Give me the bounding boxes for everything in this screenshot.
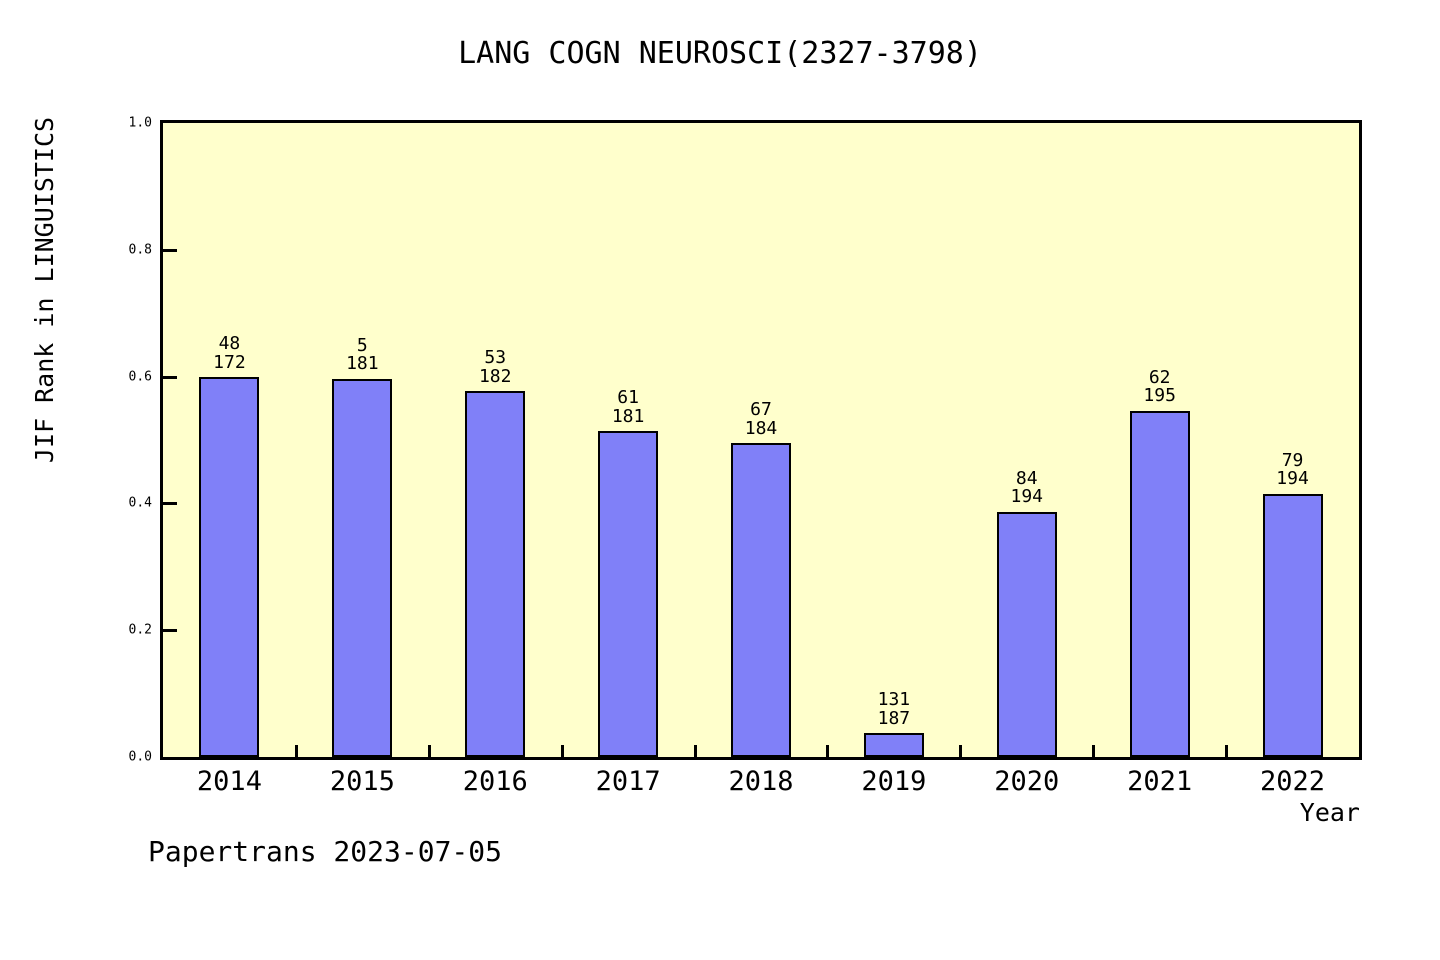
bar[interactable]: [863, 733, 924, 757]
x-tick-mark: [1225, 745, 1229, 757]
bar-total-value: 194: [1276, 468, 1309, 490]
y-tick-label: 0.6: [128, 369, 152, 385]
x-tick-mark: [560, 745, 564, 757]
y-tick-mark: [163, 629, 177, 633]
y-tick-mark: [163, 502, 177, 506]
y-tick-label: 0.2: [128, 622, 152, 638]
x-tick-label: 2018: [728, 766, 794, 797]
bar-rank-value: 79: [1281, 449, 1304, 471]
footer-note: Papertrans 2023-07-05: [148, 835, 503, 868]
bar-value-label: 5 181: [292, 334, 432, 375]
y-axis-label: JIF Rank in LINGUISTICS: [30, 116, 59, 464]
bar-rank-value: 131: [877, 689, 911, 711]
x-tick-mark: [1092, 745, 1096, 757]
bar-rank-value: 84: [1015, 467, 1038, 489]
y-tick-label: 0.0: [128, 749, 152, 765]
bar-total-value: 187: [877, 707, 911, 729]
bar[interactable]: [199, 377, 260, 757]
plot-inner: [163, 123, 1359, 757]
y-tick-mark: [163, 375, 177, 379]
chart-title: LANG COGN NEUROSCI(2327-3798): [458, 36, 982, 71]
x-tick-label: 2022: [1260, 766, 1326, 797]
x-tick-label: 2014: [196, 766, 262, 797]
bar[interactable]: [465, 391, 526, 757]
bar-total-value: 195: [1143, 385, 1176, 407]
x-tick-label: 2020: [994, 766, 1060, 797]
bar-value-label: 61 181: [558, 387, 698, 427]
x-tick-label: 2021: [1127, 766, 1193, 797]
bar-total-value: 181: [346, 353, 379, 375]
y-tick-mark: [163, 248, 177, 252]
bar[interactable]: [996, 511, 1057, 757]
y-tick-label: 1.0: [128, 115, 152, 131]
bar-value-label: 79 194: [1223, 449, 1363, 490]
bar-value-label: 84 194: [957, 467, 1097, 508]
x-tick-label: 2015: [329, 766, 395, 797]
x-tick-mark: [693, 745, 697, 757]
x-tick-label: 2016: [462, 766, 528, 797]
bar-rank-value: 48: [218, 333, 241, 355]
bar[interactable]: [1129, 410, 1190, 757]
x-axis-label: Year: [1299, 798, 1360, 827]
bar[interactable]: [598, 431, 659, 757]
x-tick-mark: [959, 745, 963, 757]
x-tick-label: 2017: [595, 766, 661, 797]
bar[interactable]: [731, 443, 791, 757]
bar-rank-value: 62: [1148, 366, 1171, 388]
bar-rank-value: 61: [617, 387, 639, 409]
y-tick-label: 0.8: [128, 242, 152, 258]
bar-rank-value: 53: [484, 347, 507, 369]
bar-value-label: 62 195: [1090, 366, 1230, 407]
bar-rank-value: 5: [356, 334, 368, 356]
x-tick-mark: [294, 745, 298, 757]
plot-area: [160, 120, 1362, 760]
bar-value-label: 53 182: [425, 347, 565, 387]
x-tick-mark: [427, 745, 431, 757]
bar-total-value: 172: [213, 351, 246, 373]
y-tick-label: 0.4: [128, 495, 152, 511]
bar-value-label: 131 187: [824, 689, 964, 729]
x-tick-label: 2019: [861, 766, 927, 797]
bar-total-value: 184: [744, 417, 778, 439]
bar-value-label: 67 184: [691, 401, 831, 438]
bar-value-label: 48 172: [159, 333, 299, 373]
bar[interactable]: [1262, 493, 1323, 757]
bar-total-value: 182: [478, 365, 512, 387]
bar-rank-value: 67: [750, 399, 772, 421]
x-tick-mark: [826, 745, 830, 757]
bar-total-value: 181: [611, 405, 645, 427]
bar-total-value: 194: [1010, 486, 1044, 508]
bar[interactable]: [332, 378, 393, 757]
